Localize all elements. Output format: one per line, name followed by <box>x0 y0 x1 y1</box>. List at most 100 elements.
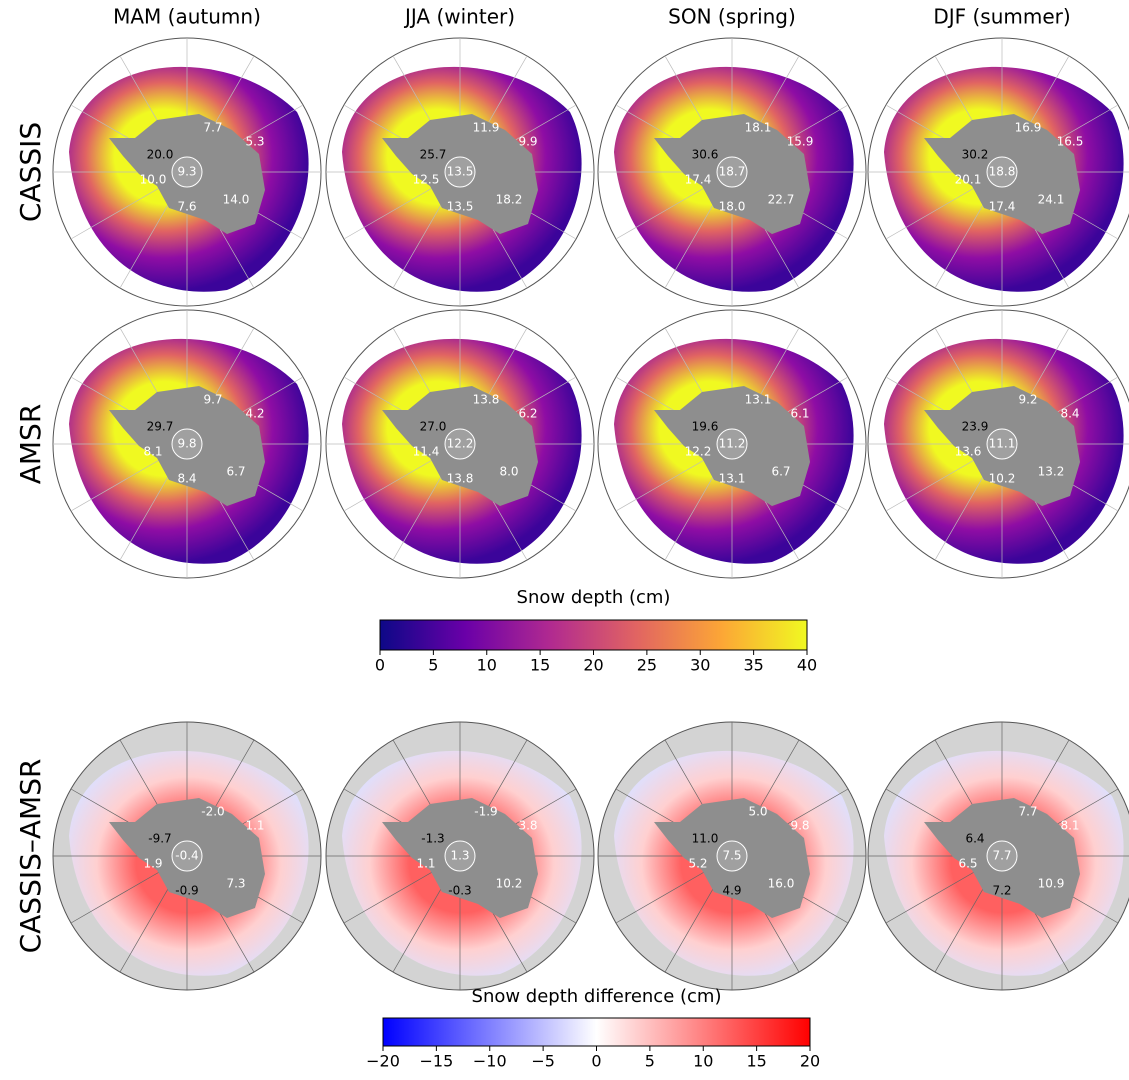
region-value: 6.5 <box>958 857 977 871</box>
colorbar-tick-label: 10 <box>477 656 497 675</box>
region-value: 13.5 <box>447 200 474 214</box>
region-value: 11.4 <box>413 445 440 459</box>
region-value: 13.8 <box>473 393 500 407</box>
region-value: 7.7 <box>992 849 1011 863</box>
colorbar-tick-label: 20 <box>800 1052 820 1071</box>
region-value: 13.6 <box>955 445 982 459</box>
region-value: 10.9 <box>1038 877 1065 891</box>
region-value: 6.7 <box>226 465 245 479</box>
colorbar <box>383 1018 810 1046</box>
colorbar-tick-label: −10 <box>473 1052 507 1071</box>
region-value: -1.9 <box>474 805 497 819</box>
region-value: 1.1 <box>245 819 264 833</box>
region-value: -0.9 <box>175 884 198 898</box>
region-value: 7.7 <box>1018 805 1037 819</box>
region-value: 12.2 <box>447 437 474 451</box>
map-panel: 9.7 4.2 29.7 8.1 9.8 8.4 6.7 <box>53 310 321 578</box>
region-value: 4.9 <box>722 884 741 898</box>
region-value: 1.3 <box>450 849 469 863</box>
region-value: 29.7 <box>147 420 174 434</box>
region-value: 7.6 <box>177 200 196 214</box>
region-value: 16.9 <box>1015 121 1042 135</box>
region-value: 13.1 <box>719 472 746 486</box>
region-value: 14.0 <box>223 193 250 207</box>
region-value: 30.2 <box>962 148 989 162</box>
colorbar-tick-label: 15 <box>746 1052 766 1071</box>
region-value: 5.2 <box>688 857 707 871</box>
map-panel: 5.0 9.8 11.0 5.2 7.5 4.9 16.0 <box>598 722 866 990</box>
region-value: 10.0 <box>140 173 167 187</box>
region-value: 8.1 <box>143 445 162 459</box>
region-value: 5.0 <box>748 805 767 819</box>
colorbar-label: Snow depth difference (cm) <box>472 986 722 1007</box>
region-value: 11.0 <box>692 832 719 846</box>
region-value: 10.2 <box>989 472 1016 486</box>
region-value: 8.4 <box>1060 407 1079 421</box>
region-value: 9.9 <box>518 135 537 149</box>
region-value: 17.4 <box>989 200 1016 214</box>
region-value: 6.1 <box>790 407 809 421</box>
colorbar-tick-label: 40 <box>797 656 817 675</box>
region-value: 7.3 <box>226 877 245 891</box>
region-value: 19.6 <box>692 420 719 434</box>
region-value: 7.5 <box>722 849 741 863</box>
region-value: 6.4 <box>965 832 984 846</box>
region-value: 8.4 <box>177 472 196 486</box>
row-label: CASSIS–AMSR <box>14 759 47 954</box>
region-value: 4.2 <box>245 407 264 421</box>
region-value: 13.1 <box>745 393 772 407</box>
region-value: 18.0 <box>719 200 746 214</box>
column-title: DJF (summer) <box>933 5 1070 29</box>
region-value: 30.6 <box>692 148 719 162</box>
region-value: 27.0 <box>420 420 447 434</box>
row-label: CASSIS <box>14 122 47 222</box>
colorbar-tick-label: 25 <box>637 656 657 675</box>
region-value: 17.4 <box>685 173 712 187</box>
region-value: 8.1 <box>1060 819 1079 833</box>
region-value: -2.0 <box>201 805 224 819</box>
region-value: 16.5 <box>1057 135 1084 149</box>
region-value: 11.2 <box>719 437 746 451</box>
region-value: 18.2 <box>496 193 523 207</box>
colorbar-tick-label: 15 <box>530 656 550 675</box>
region-value: 10.2 <box>496 877 523 891</box>
colorbar-tick-label: 0 <box>375 656 385 675</box>
region-value: 24.1 <box>1038 193 1065 207</box>
region-value: 1.9 <box>143 857 162 871</box>
region-value: 15.9 <box>787 135 814 149</box>
region-value: 9.7 <box>203 393 222 407</box>
region-value: 25.7 <box>420 148 447 162</box>
region-value: -0.4 <box>175 849 198 863</box>
region-value: 3.8 <box>518 819 537 833</box>
region-value: 9.8 <box>790 819 809 833</box>
region-value: 12.5 <box>413 173 440 187</box>
colorbar-tick-label: −15 <box>419 1052 453 1071</box>
colorbar-label: Snow depth (cm) <box>517 587 671 608</box>
colorbar-tick-label: −5 <box>531 1052 555 1071</box>
region-value: 9.2 <box>1018 393 1037 407</box>
map-panel: 11.99.925.712.513.513.518.2 <box>326 38 594 306</box>
region-value: 6.2 <box>518 407 537 421</box>
region-value: 13.5 <box>447 165 474 179</box>
region-value: 18.7 <box>719 165 746 179</box>
region-value: -0.3 <box>448 884 471 898</box>
region-value: 11.1 <box>989 437 1016 451</box>
colorbar-tick-label: 35 <box>743 656 763 675</box>
region-value: 9.8 <box>177 437 196 451</box>
region-value: 1.1 <box>416 857 435 871</box>
colorbar-tick-label: 0 <box>591 1052 601 1071</box>
region-value: 16.0 <box>768 877 795 891</box>
region-value: 23.9 <box>962 420 989 434</box>
colorbar-tick-label: 10 <box>693 1052 713 1071</box>
region-value: 6.7 <box>771 465 790 479</box>
region-value: 9.3 <box>177 165 196 179</box>
